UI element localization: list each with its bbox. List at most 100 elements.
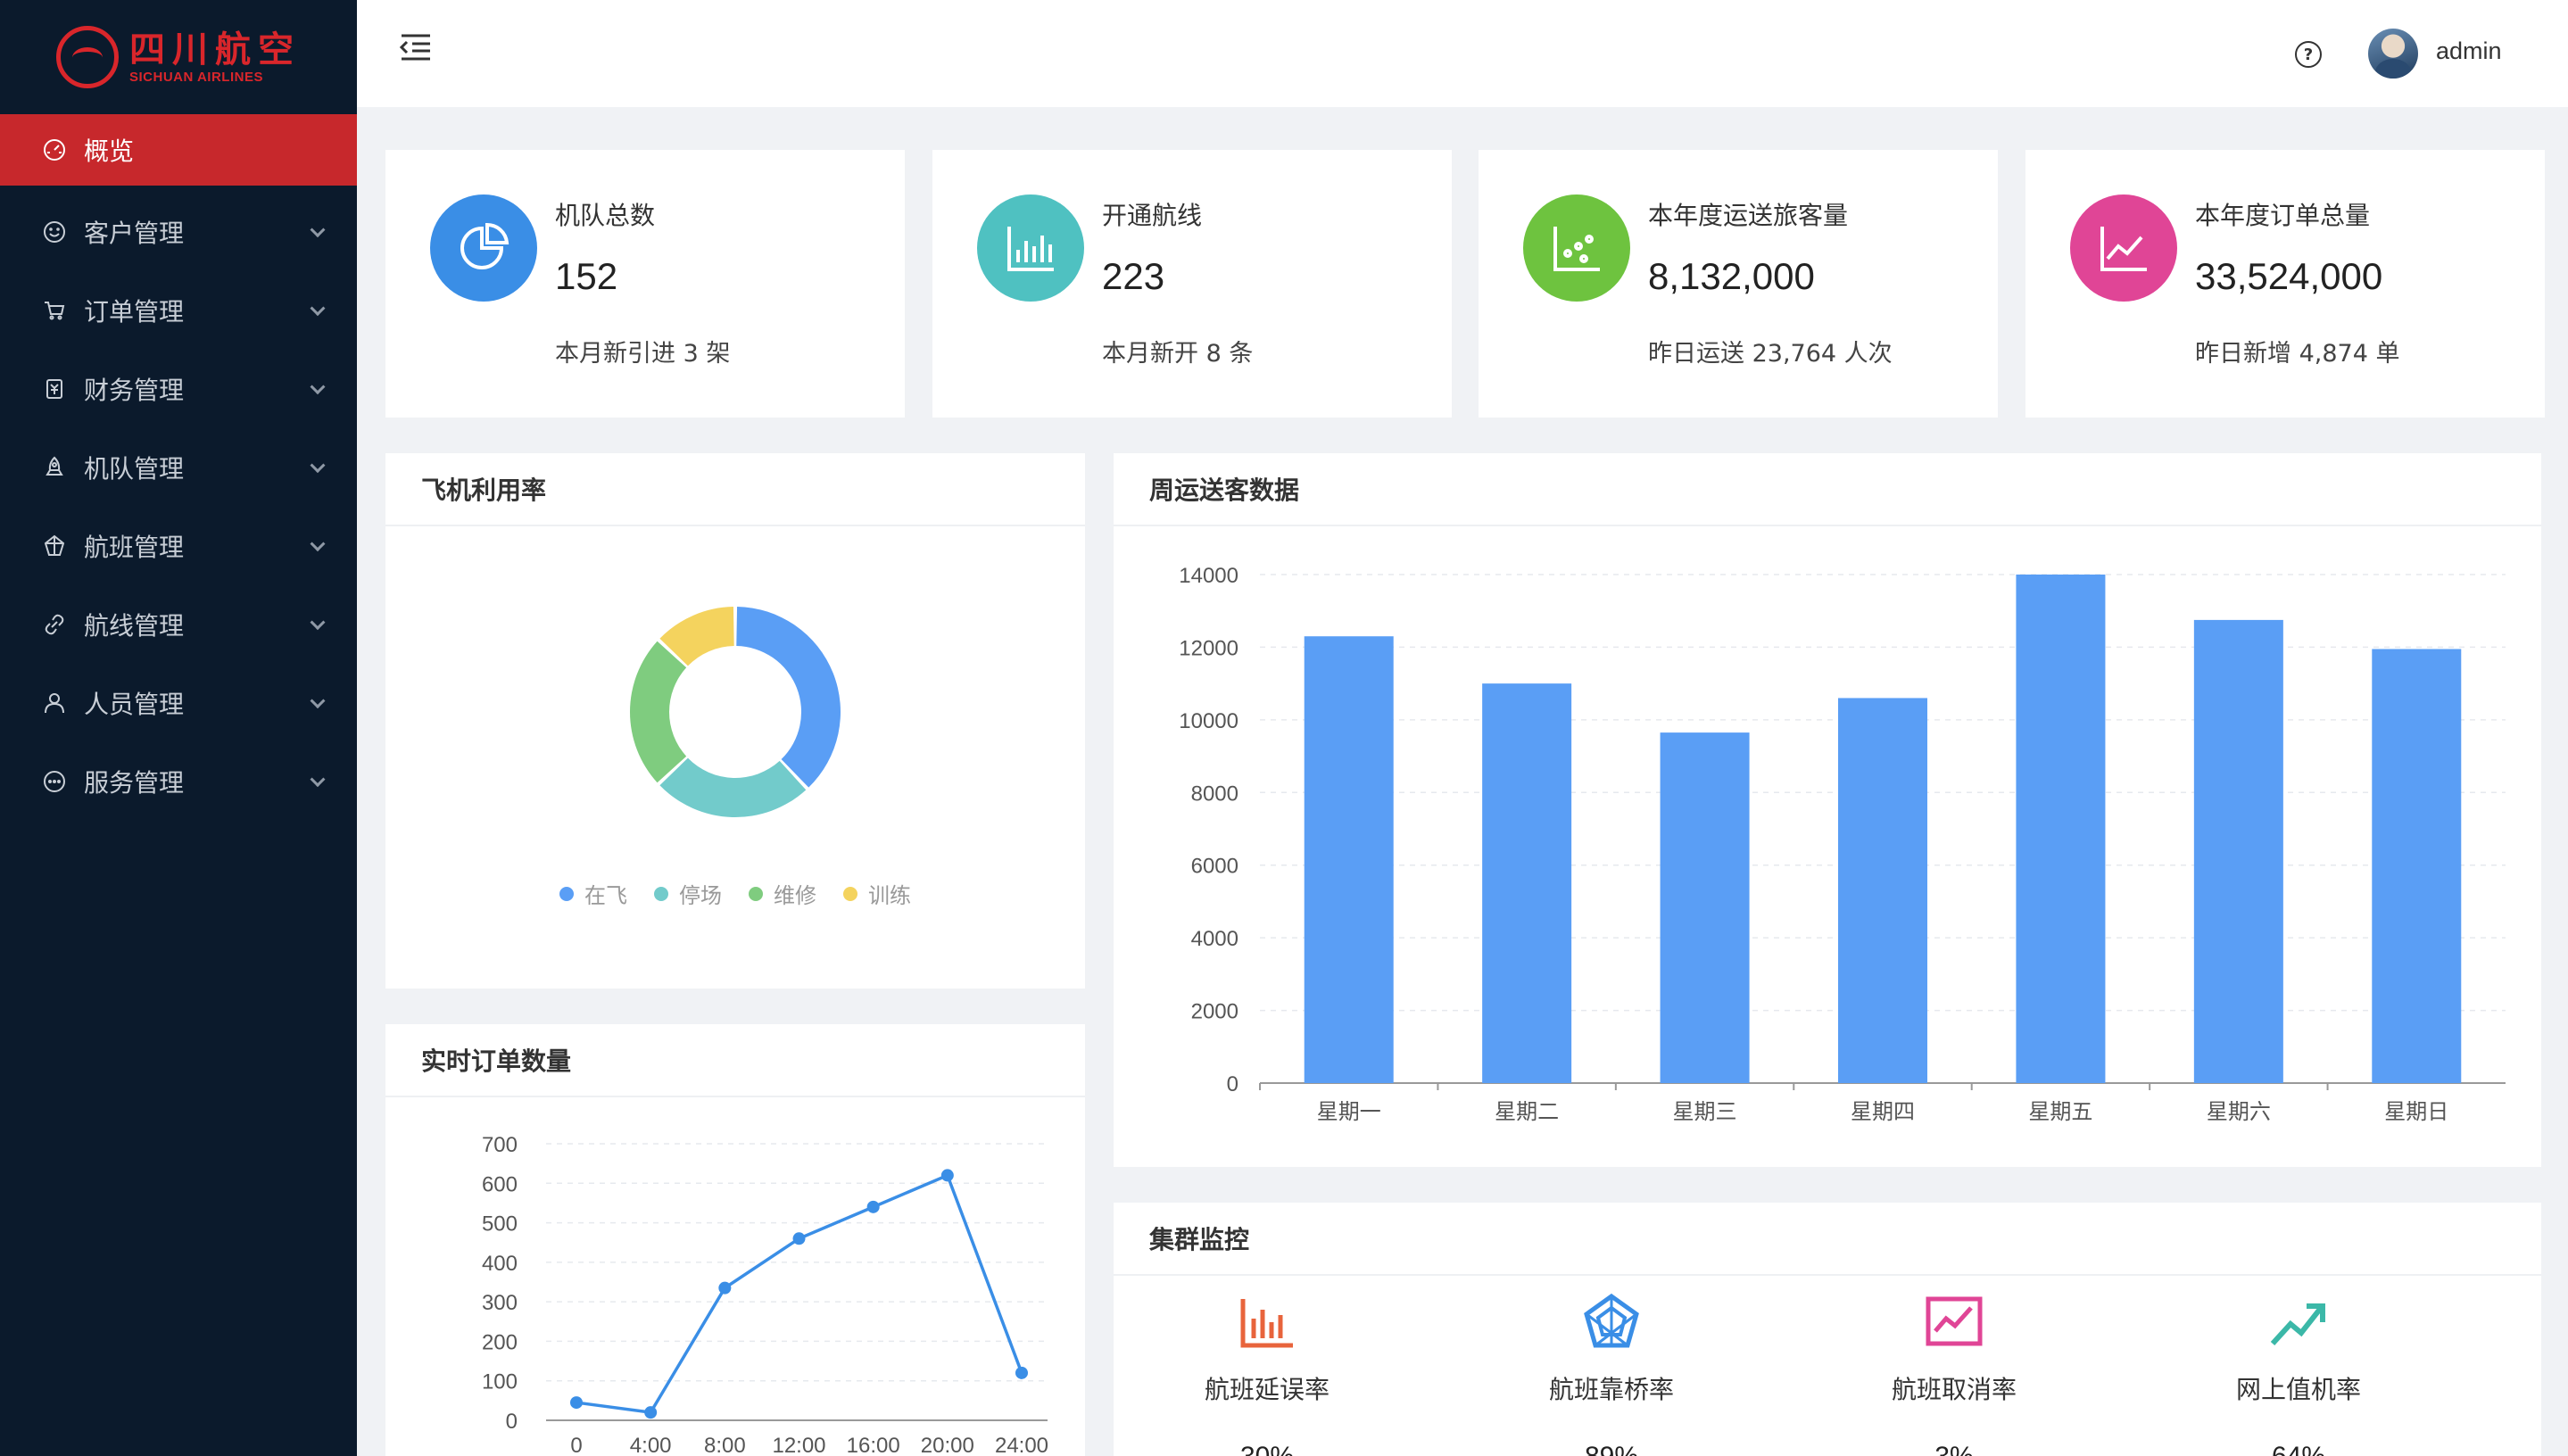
monitor-value: 64% [2165,1442,2432,1456]
sidebar-item-0[interactable]: 概览 [0,114,357,186]
pie-slice[interactable] [659,757,807,817]
monitor-item[interactable]: 航班靠桥率 89% [1478,1292,1745,1456]
bar[interactable] [2372,649,2462,1083]
sidebar-item-1[interactable]: 客户管理 [0,193,357,271]
chevron-down-icon [310,772,326,788]
legend-label: 训练 [868,883,911,908]
dot-chart-icon [1523,194,1630,302]
username[interactable]: admin [2436,37,2502,64]
monitor-label: 航班靠桥率 [1548,1375,1674,1404]
bar[interactable] [1660,732,1750,1083]
logo[interactable]: 四川航空 SICHUAN AIRLINES [0,0,357,114]
chart-legend: 在飞 停场 维修 训练 [385,878,1085,909]
x-tick-label: 星期一 [1317,1100,1381,1124]
sidebar-item-8[interactable]: 服务管理 [0,742,357,821]
bar[interactable] [2016,575,2106,1083]
pie-slice[interactable] [659,607,734,666]
help-icon[interactable]: ? [2295,41,2322,68]
bar[interactable] [1304,636,1394,1083]
panel-title: 周运送客数据 [1149,476,1300,505]
area-monitor-icon [1926,1296,1983,1346]
stat-card[interactable]: 本年度运送旅客量 8,132,000 昨日运送 23,764 人次 [1479,150,1998,418]
logo-cn: 四川航空 [129,28,301,70]
x-tick-label: 12:00 [772,1434,825,1456]
data-point[interactable] [644,1406,658,1419]
sidebar-item-label: 航班管理 [84,533,185,562]
legend-item[interactable]: 维修 [749,878,816,909]
sidebar-menu: 概览 客户管理 订单管理财务管理机队管理航班管理航线管理人员管理服务管理 [0,114,357,821]
stat-card[interactable]: 本年度订单总量 33,524,000 昨日新增 4,874 单 [2025,150,2545,418]
legend-label: 停场 [679,883,722,908]
data-point[interactable] [866,1200,880,1213]
data-point[interactable] [940,1169,954,1182]
pie-chart-icon [430,194,537,302]
chevron-down-icon [310,222,326,238]
stat-subtext: 本月新引进 3 架 [555,340,731,368]
y-tick-label: 400 [482,1252,518,1276]
weekly-panel: 周运送客数据 0 2000 4000 6000 8000 10000 12000 14000 星… [1114,453,2541,1167]
chevron-down-icon [310,458,326,474]
sidebar-item-label: 航线管理 [84,611,185,641]
monitor-label: 航班取消率 [1891,1375,2017,1404]
stat-card[interactable]: 开通航线 223 本月新开 8 条 [932,150,1452,418]
legend-item[interactable]: 训练 [843,878,911,909]
monitor-item[interactable]: 航班延误率 30% [1133,1292,1401,1456]
y-tick-label: 100 [482,1370,518,1394]
chevron-down-icon [310,379,326,395]
sidebar: 四川航空 SICHUAN AIRLINES 概览 客户管理 订单管理财务管理机队管理… [0,0,357,1456]
legend-item[interactable]: 在飞 [559,878,627,909]
rocket-icon [41,454,68,481]
monitor-item[interactable]: 网上值机率 64% [2165,1292,2432,1456]
x-tick-label: 星期二 [1495,1100,1559,1124]
monitor-value: 3% [1820,1442,2088,1456]
sidebar-item-7[interactable]: 人员管理 [0,664,357,742]
y-tick-label: 600 [482,1172,518,1196]
utilization-donut-chart [630,607,841,817]
logo-en: SICHUAN AIRLINES [129,69,263,85]
sidebar-item-label: 财务管理 [84,376,185,405]
monitor-item[interactable]: 航班取消率 3% [1820,1292,2088,1456]
sidebar-item-5[interactable]: 航班管理 [0,507,357,585]
trend-up-icon [2270,1303,2325,1346]
data-point[interactable] [718,1281,732,1295]
avatar[interactable] [2368,29,2418,79]
x-tick-label: 20:00 [921,1434,974,1456]
chevron-down-icon [310,301,326,317]
x-tick-label: 星期五 [2028,1100,2092,1124]
stat-value: 223 [1102,255,1165,297]
stat-value: 33,524,000 [2195,255,2383,297]
sidebar-item-label: 服务管理 [84,768,185,798]
smile-icon [41,219,68,245]
x-tick-label: 星期四 [1851,1100,1915,1124]
realtime-panel: 实时订单数量 0 100 200 300 400 500 600 700 0 4:00 8:00 12… [385,1024,1085,1456]
data-point[interactable] [570,1396,583,1410]
sidebar-item-2[interactable]: 订单管理 [0,271,357,350]
stat-card[interactable]: 机队总数 152 本月新引进 3 架 [385,150,905,418]
y-tick-label: 4000 [1191,927,1238,951]
sidebar-item-4[interactable]: 机队管理 [0,428,357,507]
service-icon [41,768,68,795]
x-tick-label: 16:00 [847,1434,900,1456]
x-tick-label: 星期三 [1673,1100,1737,1124]
airline-logo-icon [56,26,119,88]
sidebar-item-3[interactable]: 财务管理 [0,350,357,428]
bar[interactable] [2193,619,2283,1083]
monitor-label: 航班延误率 [1204,1375,1330,1404]
sidebar-item-label: 机队管理 [84,454,185,484]
dashboard-icon [41,136,68,163]
legend-dot [654,886,668,901]
bar[interactable] [1482,683,1572,1083]
sidebar-item-6[interactable]: 航线管理 [0,585,357,664]
data-point[interactable] [1015,1366,1028,1379]
y-tick-label: 200 [482,1330,518,1354]
pie-slice[interactable] [736,607,841,788]
realtime-line-chart: 0 100 200 300 400 500 600 700 0 4:00 8:00 12:00 16:0… [482,1133,1048,1456]
pie-slice[interactable] [630,641,687,783]
legend-item[interactable]: 停场 [654,878,722,909]
y-tick-label: 0 [1227,1072,1238,1096]
menu-fold-icon[interactable] [398,32,434,62]
y-tick-label: 6000 [1191,855,1238,879]
data-point[interactable] [792,1232,806,1245]
bar[interactable] [1838,698,1927,1083]
monitor-value: 30% [1133,1442,1401,1456]
